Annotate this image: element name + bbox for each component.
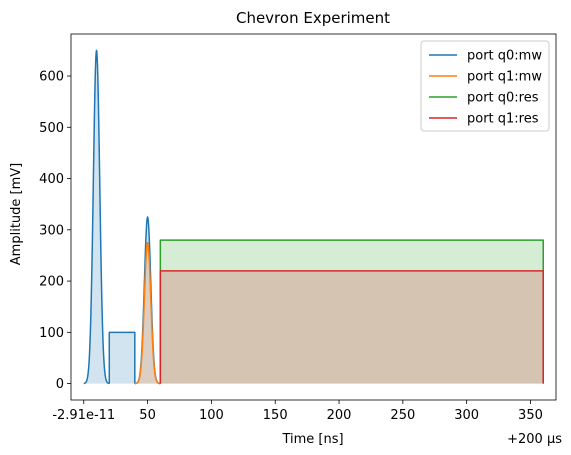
fills-layer [83,50,544,384]
y-tick-label-4: 400 [39,172,64,187]
y-axis-ticks: 0 100 200 300 400 500 600 [39,70,71,392]
x-tick-label-3: 150 [263,408,288,423]
x-tick-label-1: 50 [139,408,156,423]
y-tick-label-6: 600 [39,70,64,85]
y-tick-label-2: 200 [39,275,64,290]
y-tick-label-3: 300 [39,223,64,238]
series-1-line-0 [134,241,161,385]
x-axis-ticks: -2.91e-11 50 100 150 200 250 300 350 [52,400,543,423]
y-axis-label: Amplitude [mV] [9,163,24,265]
x-tick-label-5: 250 [390,408,415,423]
y-tick-label-5: 500 [39,121,64,136]
series-3-fill-0 [160,270,544,384]
y-tick-label-1: 100 [39,326,64,341]
x-tick-label-6: 300 [454,408,479,423]
chart-title: Chevron Experiment [236,9,390,27]
legend: port q0:mw port q1:mw port q0:res port q1:r… [420,40,550,132]
y-tick-label-0: 0 [56,377,64,392]
legend-label-0: port q0:mw [467,49,542,64]
series-1-fill-0 [134,242,161,384]
x-tick-label-7: 350 [518,408,543,423]
x-tick-label-2: 100 [199,408,224,423]
series-0-fill-2 [134,217,161,384]
lines-layer [83,49,544,385]
x-tick-label-0: -2.91e-11 [52,408,115,423]
legend-label-3: port q1:res [467,112,539,127]
legend-label-1: port q1:mw [467,70,542,85]
legend-box [420,40,550,132]
x-tick-label-4: 200 [327,408,352,423]
x-axis-label: Time [ns] [281,432,343,447]
series-3-line-0 [159,270,544,384]
legend-label-2: port q0:res [467,91,539,106]
series-0-line-1 [108,331,136,384]
series-0-line-0 [83,49,110,385]
series-2-fill-0 [160,240,544,384]
series-0-fill-0 [83,50,110,384]
plot-frame [70,33,557,401]
x-axis-offset-label: +200 µs [507,432,562,447]
series-0-fill-1 [109,332,135,384]
